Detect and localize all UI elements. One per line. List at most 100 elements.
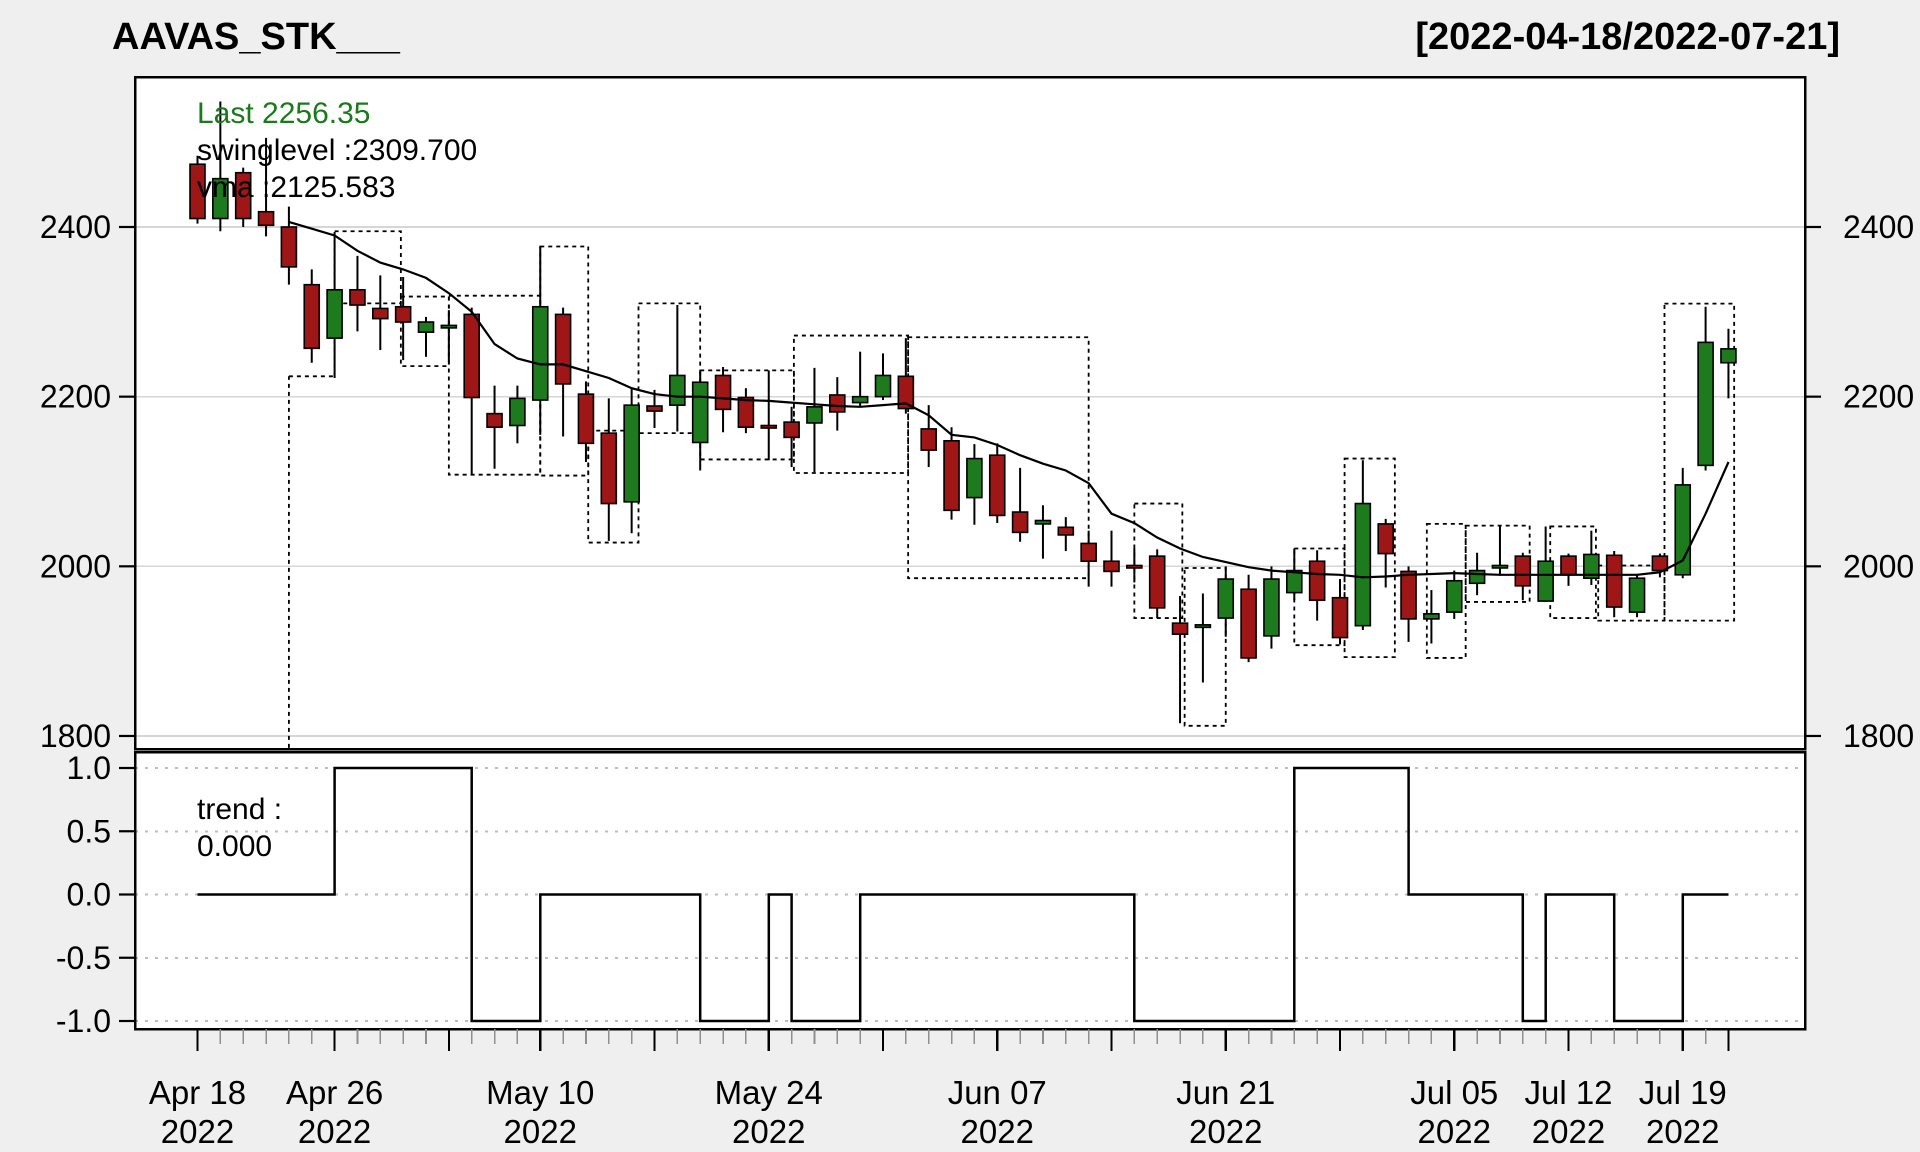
candle-body (623, 404, 640, 503)
candle-body (349, 288, 366, 306)
x-label-date: May 24 (715, 1074, 823, 1111)
swing-box (1425, 523, 1467, 659)
candle-body (691, 381, 709, 444)
candle-body (1126, 564, 1143, 569)
candle-body (1560, 555, 1577, 576)
candle-body (212, 177, 229, 220)
trend-panel-border (133, 750, 1807, 1031)
candlestick (189, 155, 206, 224)
candlestick (760, 370, 778, 461)
candlestick (349, 255, 366, 332)
swing-box (1293, 547, 1346, 647)
candlestick (1011, 467, 1029, 542)
page-title: AAVAS_STK___ (112, 16, 400, 58)
vma-line (288, 220, 1730, 579)
candle-body (326, 288, 343, 339)
legend-last-price: Last 2256.35 (197, 97, 371, 130)
candlestick (1217, 566, 1235, 637)
candle-body (1263, 578, 1280, 637)
candlestick (1034, 505, 1052, 559)
candlestick (1354, 460, 1372, 630)
candle-body (737, 396, 755, 428)
candlestick (806, 367, 823, 473)
x-label-year: 2022 (504, 1113, 577, 1150)
x-label-year: 2022 (161, 1113, 234, 1150)
candle-body (1697, 341, 1714, 467)
x-label-year: 2022 (298, 1113, 371, 1150)
candlestick (1240, 574, 1257, 663)
trend-y-axis: 1.0 0.5 0.0 -0.5 -1.0 (56, 750, 135, 1039)
trend-legend-value: 0.000 (197, 830, 273, 863)
trend-tick-label: 0.5 (67, 813, 111, 849)
candlestick (851, 351, 869, 407)
candle-body (1400, 570, 1417, 620)
y-tick-label: 2000 (1843, 548, 1914, 584)
candle-body (806, 406, 823, 424)
candle-body (600, 432, 618, 505)
candlestick (1560, 553, 1577, 586)
candlestick (1080, 530, 1097, 587)
candlestick (714, 366, 732, 433)
candle-body (554, 313, 572, 385)
x-label-date: Jul 12 (1524, 1074, 1612, 1111)
candle-body (1651, 555, 1669, 572)
candle-body (874, 374, 892, 398)
x-label-date: Jun 21 (1176, 1074, 1275, 1111)
candlestick (1171, 596, 1189, 724)
candle-body (1286, 569, 1303, 594)
candlestick (1697, 306, 1714, 471)
panel-borders (133, 75, 1807, 1031)
candlestick (531, 246, 549, 435)
y-tick-label: 2200 (1843, 379, 1914, 415)
x-label-year: 2022 (1418, 1113, 1491, 1150)
candle-body (1103, 560, 1120, 573)
swing-box (1663, 302, 1736, 622)
candlestick (874, 353, 892, 401)
candlestick (1605, 551, 1623, 618)
candle-body (669, 374, 686, 406)
candle-body (1628, 577, 1646, 613)
legend-vma: vma :2125.583 (197, 171, 396, 204)
y-tick-label: 2200 (40, 379, 111, 415)
candlestick (257, 137, 275, 237)
candle-body (1720, 348, 1737, 364)
candlestick (897, 338, 915, 414)
swing-level-overlay (287, 230, 1736, 748)
candle-body (1445, 579, 1463, 613)
candle-body (234, 171, 252, 220)
candle-body (371, 307, 389, 320)
candlestick (737, 388, 755, 434)
candlestick (1148, 549, 1166, 619)
x-label-date: Jul 05 (1410, 1074, 1498, 1111)
candlestick (966, 444, 983, 525)
candle-body (1194, 624, 1212, 629)
candle-body (303, 283, 321, 350)
candle-body (463, 313, 481, 399)
candle-body (988, 454, 1006, 517)
candlestick (463, 307, 481, 476)
candle-body (1034, 519, 1052, 525)
y-tick-label: 1800 (1843, 718, 1914, 754)
candlestick (1194, 593, 1212, 683)
y-tick-label: 2400 (1843, 209, 1914, 245)
candlestick (1628, 574, 1646, 618)
x-label-year: 2022 (961, 1113, 1034, 1150)
candle-body (257, 210, 275, 227)
candlestick (646, 389, 663, 429)
trend-tick-label: -0.5 (56, 940, 111, 976)
candle-body (189, 163, 206, 220)
candle-body (1423, 613, 1440, 620)
swing-box (1597, 564, 1666, 622)
x-label-date: Jul 19 (1639, 1074, 1727, 1111)
candle-body (1011, 511, 1029, 534)
y-tick-label: 2000 (40, 548, 111, 584)
candlestick (1423, 590, 1440, 644)
date-range-label: [2022-04-18/2022-07-21] (1415, 16, 1840, 58)
candlestick (486, 385, 503, 469)
candle-body (1217, 578, 1235, 619)
candlestick (1491, 525, 1509, 576)
candlestick (600, 398, 618, 541)
